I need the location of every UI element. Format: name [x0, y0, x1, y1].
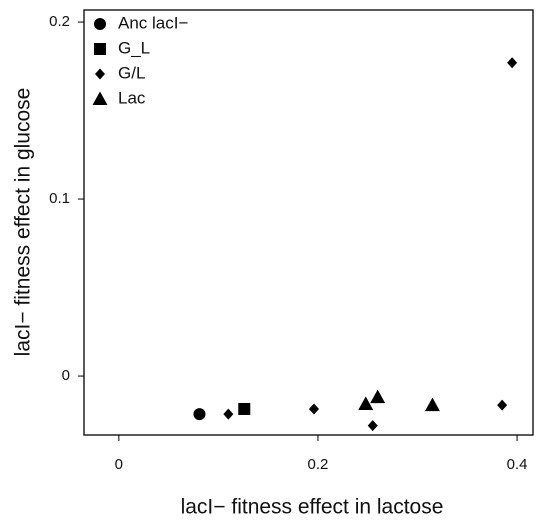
data-point — [358, 396, 374, 411]
legend-label: G_L — [118, 38, 150, 57]
data-point — [367, 420, 378, 432]
legend-marker — [95, 68, 105, 80]
data-point — [193, 408, 206, 421]
data-point — [507, 57, 518, 69]
legend-marker — [94, 43, 106, 55]
x-tick-label: 0.2 — [308, 456, 329, 473]
legend-marker — [94, 18, 106, 30]
x-tick-label: 0.4 — [507, 456, 528, 473]
legend-label: Anc lacI− — [118, 13, 188, 32]
y-tick-label: 0.1 — [49, 190, 70, 207]
x-axis-label: lacI− fitness effect in lactose — [181, 496, 444, 519]
data-point — [238, 402, 251, 415]
legend-label: G/L — [118, 63, 145, 82]
legend-marker — [92, 91, 108, 105]
x-tick-label: 0 — [115, 456, 123, 473]
data-point — [424, 397, 440, 412]
y-axis-label: lacI− fitness effect in glucose — [12, 88, 35, 357]
legend-label: Lac — [118, 88, 146, 107]
plot-frame — [83, 9, 534, 436]
y-tick-label: 0 — [62, 367, 70, 384]
data-point — [497, 399, 508, 411]
data-point — [223, 408, 234, 420]
data-point — [308, 403, 319, 415]
y-tick-label: 0.2 — [49, 13, 70, 30]
data-point — [370, 389, 386, 404]
